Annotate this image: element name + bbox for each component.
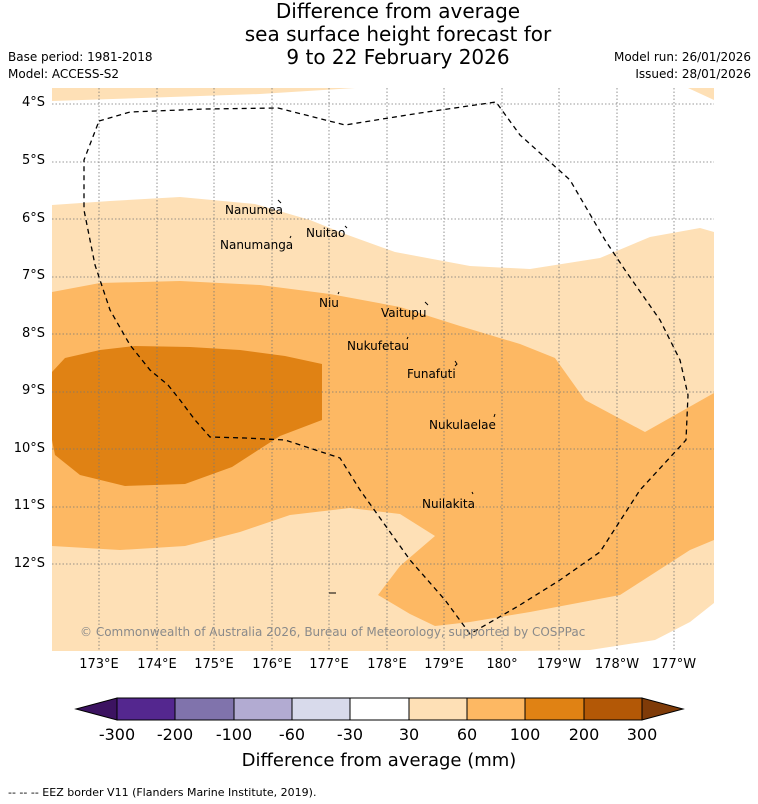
place-nuilakita: Nuilakita [422,497,475,511]
lon-label-177w: 177°W [651,657,697,672]
lon-label-173e: 173°E [79,657,119,672]
sea-level-map [52,88,714,651]
colorbar-bin-neg30-30 [349,697,410,721]
contour-100-200-core [52,346,322,486]
lon-label-178e: 178°E [367,657,407,672]
model-run: Model run: 26/01/2026 [613,50,751,64]
place-nanumanga: Nanumanga [220,238,294,252]
colorbar-tick-neg300: -300 [98,725,136,744]
lon-label-175e: 175°E [194,657,234,672]
colorbar [74,697,685,721]
lon-label-179w: 179°W [536,657,582,672]
contour-30-60-top-left [52,88,355,101]
island-shapes [277,199,496,594]
colorbar-bin-neg200-neg100 [174,697,235,721]
model-name: Model: ACCESS-S2 [8,67,120,81]
colorbar-bin-neg60-neg30 [291,697,351,721]
issued-date: Issued: 28/01/2026 [635,67,751,81]
lon-label-178w: 178°W [594,657,640,672]
island-nukufetau-shape [406,336,409,340]
island-nanumanga-shape [289,235,292,239]
colorbar-tick-neg100: -100 [215,725,253,744]
place-funafuti: Funafuti [407,367,456,381]
colorbar-bin-30-60 [408,697,468,721]
colorbar-tick-200: 200 [568,725,600,744]
title-line-2: sea surface height forecast for [244,22,552,46]
base-period: Base period: 1981-2018 [8,50,153,64]
island-nuitao-shape [344,225,348,229]
eez-border [83,101,689,635]
lon-label-180: 180° [486,657,518,672]
colorbar-bin-200-300 [583,697,643,721]
contour-30-60-top-right [688,88,714,100]
title-line-1: Difference from average [275,0,521,23]
lat-label-11s: 11°S [13,498,45,513]
place-nanumea: Nanumea [225,203,283,217]
copyright-notice: © Commonwealth of Australia 2026, Bureau… [80,625,586,639]
lon-label-174e: 174°E [137,657,177,672]
lon-label-177e: 177°E [309,657,349,672]
chart-title: Difference from average sea surface heig… [0,0,758,69]
lat-label-8s: 8°S [21,326,45,341]
colorbar-tick-neg60: -60 [278,725,306,744]
lat-label-7s: 7°S [21,268,45,283]
colorbar-label: Difference from average (mm) [241,750,517,771]
lat-label-9s: 9°S [21,383,45,398]
colorbar-tick-neg200: -200 [156,725,194,744]
lat-label-6s: 6°S [21,211,45,226]
island-niu-shape [337,291,340,295]
island-vaitupu-shape [424,301,429,306]
title-line-3: 9 to 22 February 2026 [286,45,510,69]
island-nanumea-shape [277,199,282,204]
place-vaitupu: Vaitupu [381,306,427,320]
island-nukulaelae-shape [493,413,496,418]
island-funafuti-shape [454,360,458,367]
colorbar-tick-60: 60 [456,725,478,744]
lon-label-179e: 179°E [424,657,464,672]
lon-label-176e: 176°E [252,657,292,672]
colorbar-tick-neg30: -30 [336,725,364,744]
colorbar-bin-60-100 [466,697,526,721]
place-nukulaelae: Nukulaelae [429,418,496,432]
eez-footnote: -- -- -- EEZ border V11 (Flanders Marine… [8,786,317,799]
colorbar-tick-300: 300 [626,725,658,744]
place-nuitao: Nuitao [306,226,346,240]
graticule [52,88,714,651]
lat-label-4s: 4°S [21,95,45,110]
place-niu: Niu [319,296,339,310]
island-nuilakita-shape [471,491,474,495]
colorbar-extend-low [74,697,118,721]
lat-label-5s: 5°S [21,153,45,168]
colorbar-extend-high [641,697,685,721]
colorbar-tick-30: 30 [398,725,420,744]
colorbar-bin-neg300-neg200 [116,697,176,721]
lat-label-10s: 10°S [13,441,45,456]
colorbar-bin-100-200 [524,697,585,721]
metadata-right: Model run: 26/01/2026 Issued: 28/01/2026 [614,49,751,83]
metadata-left: Base period: 1981-2018 Model: ACCESS-S2 [8,49,153,83]
colorbar-bin-neg100-neg60 [233,697,293,721]
lat-label-12s: 12°S [13,556,45,571]
colorbar-tick-100: 100 [509,725,541,744]
place-nukufetau: Nukufetau [347,339,410,353]
